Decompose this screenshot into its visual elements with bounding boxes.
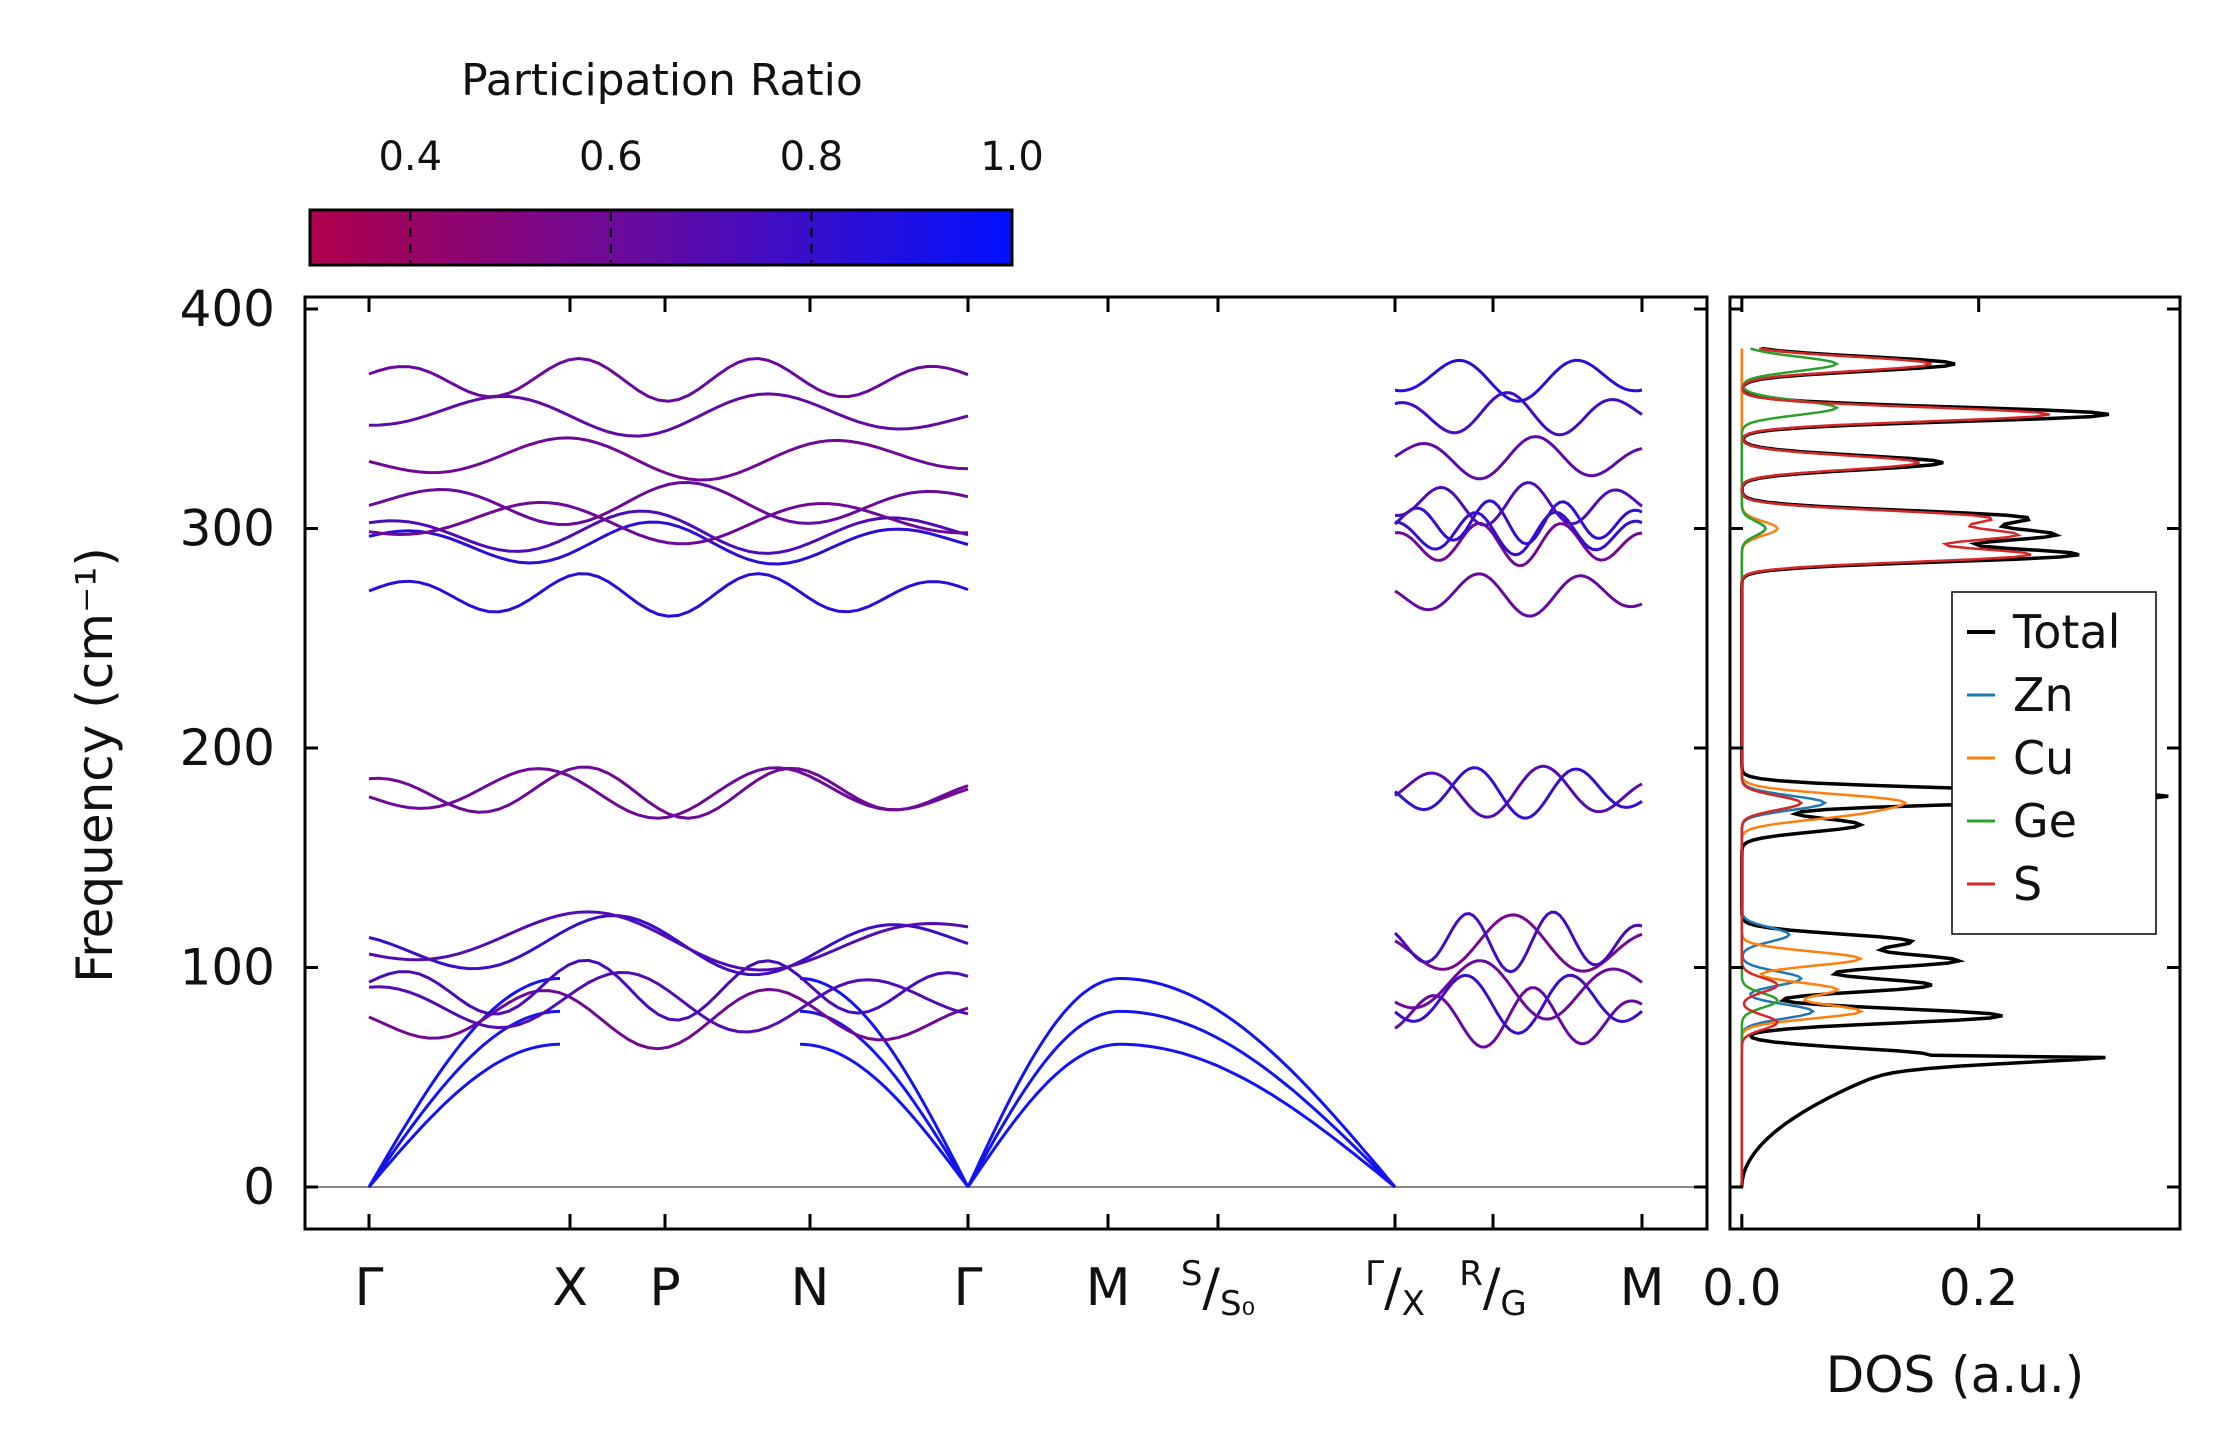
optical-band <box>368 436 969 482</box>
optical-band <box>1394 913 1643 973</box>
phonon-bands <box>305 356 1707 1189</box>
optical-band <box>1394 959 1643 1021</box>
acoustic-branch <box>1119 1042 1396 1189</box>
legend-box <box>1951 591 2157 935</box>
optical-band <box>368 520 969 566</box>
acoustic-branch <box>966 977 1121 1188</box>
optical-band <box>1394 572 1643 618</box>
optical-band <box>1393 910 1643 974</box>
optical-band <box>1394 391 1643 437</box>
acoustic-branch <box>966 1042 1121 1188</box>
optical-band <box>1394 481 1643 527</box>
x-tick-label: X <box>552 1258 588 1318</box>
optical-band <box>368 509 969 555</box>
dos-curves <box>1740 346 2169 1188</box>
optical-band <box>368 914 969 977</box>
dos-panel: 0.0 0.2 DOS (a.u.) Total Zn Cu Ge S <box>1702 295 2182 1404</box>
acoustic-branch <box>1119 1009 1397 1189</box>
optical-band <box>1394 522 1643 568</box>
optical-band <box>368 958 969 1022</box>
dos-x-tick-label: 0.2 <box>1939 1259 2019 1317</box>
dos-curve-s <box>1740 347 2050 1187</box>
acoustic-branch <box>367 1009 561 1188</box>
optical-band <box>1394 766 1643 820</box>
y-tick-label: 0 <box>243 1158 275 1216</box>
dos-axes-frame <box>1728 295 2182 1231</box>
x-tick-label: S/S₀ <box>1181 1254 1255 1324</box>
dos-x-axis-label: DOS (a.u.) <box>1826 1346 2085 1404</box>
legend-label: Total <box>2012 605 2120 659</box>
x-tick-label: M <box>1620 1258 1665 1318</box>
optical-band <box>368 765 969 820</box>
y-tick-label: 400 <box>180 280 275 338</box>
optical-band <box>1394 358 1643 403</box>
optical-band <box>1393 499 1643 546</box>
x-tick-label: Γ <box>355 1258 384 1318</box>
acoustic-branch <box>367 1042 561 1188</box>
dos-ticks: 0.0 0.2 <box>1702 297 2180 1317</box>
x-tick-label: N <box>791 1258 830 1318</box>
y-tick-label: 100 <box>180 939 275 997</box>
optical-band <box>368 970 969 1034</box>
x-tick-label: R/G <box>1459 1254 1527 1324</box>
x-tick-label: P <box>649 1258 680 1318</box>
colorbar-tick-label: 1.0 <box>980 134 1044 180</box>
band-structure-panel: 0 100 200 300 400 Γ X P N Γ M S/S₀ Γ/X R/G M Frequenc… <box>66 280 1709 1324</box>
x-axis-ticks: Γ X P N Γ M S/S₀ Γ/X R/G M <box>355 297 1665 1324</box>
dos-x-tick-label: 0.0 <box>1702 1259 1782 1317</box>
dos-curve-cu <box>1740 348 1908 1187</box>
x-tick-label: Γ/X <box>1365 1254 1425 1324</box>
optical-band <box>1394 510 1643 557</box>
legend-label: S <box>2013 857 2042 911</box>
optical-band <box>368 356 969 403</box>
colorbar-ticks: 0.4 0.6 0.8 1.0 <box>378 134 1044 263</box>
x-tick-label: M <box>1086 1258 1131 1318</box>
colorbar-tick-label: 0.6 <box>579 134 643 180</box>
legend-label: Zn <box>2013 668 2074 722</box>
acoustic-branch <box>1119 977 1397 1188</box>
band-axes-frame <box>303 295 1709 1231</box>
colorbar-tick-label: 0.8 <box>780 134 844 180</box>
y-axis-ticks: 0 100 200 300 400 <box>180 280 1707 1216</box>
optical-band <box>1394 435 1643 481</box>
optical-band <box>368 392 969 438</box>
y-tick-label: 200 <box>180 719 275 777</box>
optical-band <box>368 500 969 546</box>
dos-legend: Total Zn Cu Ge S <box>1951 591 2157 935</box>
colorbar-tick-label: 0.4 <box>378 134 442 180</box>
optical-band <box>368 572 969 618</box>
colorbar-gradient <box>308 208 1014 267</box>
x-tick-label: Γ <box>954 1258 983 1318</box>
y-tick-label: 300 <box>180 500 275 558</box>
optical-band <box>368 987 969 1051</box>
colorbar: Participation Ratio 0.4 0.6 0.8 1.0 <box>308 55 1044 267</box>
optical-band <box>368 480 969 527</box>
acoustic-branch <box>799 1042 970 1188</box>
legend-label: Ge <box>2013 794 2077 848</box>
optical-band <box>368 910 969 972</box>
acoustic-branch <box>966 1009 1121 1188</box>
legend-label: Cu <box>2013 731 2074 785</box>
colorbar-label: Participation Ratio <box>461 55 863 106</box>
optical-band <box>368 766 969 820</box>
y-axis-label: Frequency (cm⁻¹) <box>66 547 124 983</box>
optical-band <box>1394 764 1643 819</box>
optical-band <box>1394 973 1643 1035</box>
acoustic-branch <box>367 977 561 1188</box>
